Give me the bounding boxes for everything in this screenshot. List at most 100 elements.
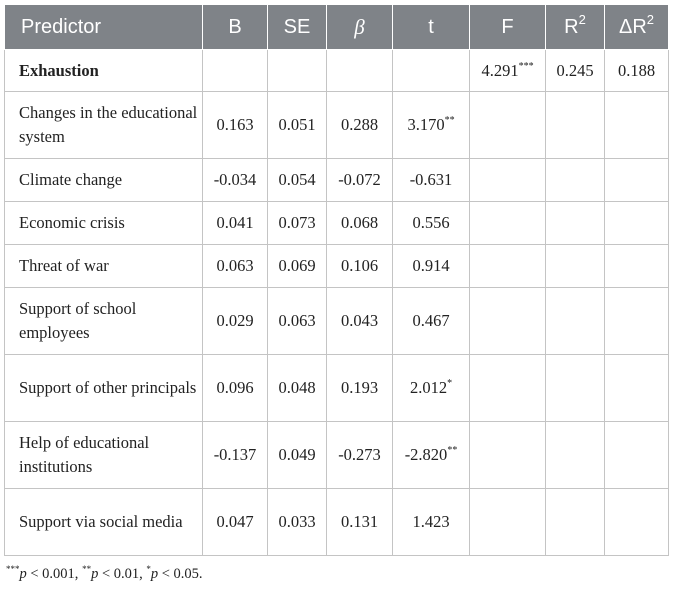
exhaustion-row: Exhaustion 4.291*** 0.245 0.188 <box>4 49 669 92</box>
r2-cell <box>545 354 605 422</box>
b-value: -0.137 <box>202 421 268 489</box>
footnote-text-1: < 0.001, <box>26 566 83 582</box>
r2-cell <box>545 158 605 202</box>
header-r2: R2 <box>545 4 605 50</box>
t-significance: ** <box>444 115 455 126</box>
regression-table: Predictor B SE β t F R2 ΔR2 Exhaustion 4… <box>4 4 669 556</box>
exhaustion-beta-cell <box>326 49 393 92</box>
t-value: 0.467 <box>412 311 450 330</box>
delta-r2-cell <box>604 488 669 556</box>
beta-value: 0.193 <box>326 354 393 422</box>
predictor-row: Help of educational institutions -0.137 0.… <box>4 421 669 489</box>
b-value: 0.041 <box>202 201 268 245</box>
f-cell <box>469 421 546 489</box>
b-value: 0.096 <box>202 354 268 422</box>
b-value: -0.034 <box>202 158 268 202</box>
predictor-label: Climate change <box>4 158 203 202</box>
exhaustion-delta-r2-cell: 0.188 <box>604 49 669 92</box>
header-t: t <box>392 4 470 50</box>
footnote-text-2: < 0.01, <box>98 566 147 582</box>
f-cell <box>469 488 546 556</box>
header-delta-r2: ΔR2 <box>604 4 669 50</box>
footnote-p-3: p <box>150 566 159 582</box>
footnote-text-3: < 0.05. <box>158 566 203 582</box>
r2-cell <box>545 201 605 245</box>
predictor-row: Support of school employees 0.029 0.063 0.0… <box>4 287 669 355</box>
delta-r2-cell <box>604 201 669 245</box>
t-value-cell: 3.170** <box>392 91 470 159</box>
footnote-stars-2: ** <box>82 564 92 574</box>
predictor-label: Economic crisis <box>4 201 203 245</box>
t-value: 0.556 <box>412 213 450 232</box>
t-value-cell: -2.820** <box>392 421 470 489</box>
se-value: 0.051 <box>267 91 327 159</box>
delta-r2-cell <box>604 354 669 422</box>
beta-value: 0.068 <box>326 201 393 245</box>
footnote-p-1: p <box>19 566 27 582</box>
footnote-p-2: p <box>91 566 99 582</box>
delta-r2-cell <box>604 158 669 202</box>
exhaustion-f-significance: *** <box>518 60 534 72</box>
significance-footnote: ***p < 0.001, **p < 0.01, *p < 0.05. <box>6 564 203 583</box>
predictor-row: Support via social media 0.047 0.033 0.131 1… <box>4 488 669 556</box>
f-cell <box>469 158 546 202</box>
exhaustion-r2-cell: 0.245 <box>545 49 605 92</box>
f-cell <box>469 354 546 422</box>
se-value: 0.069 <box>267 244 327 288</box>
b-value: 0.063 <box>202 244 268 288</box>
header-r2-base: R <box>564 15 579 38</box>
t-value-cell: 2.012* <box>392 354 470 422</box>
delta-r2-cell <box>604 244 669 288</box>
predictor-label: Threat of war <box>4 244 203 288</box>
header-predictor: Predictor <box>4 4 203 50</box>
predictor-label: Changes in the educational system <box>4 91 203 159</box>
header-beta: β <box>326 4 393 50</box>
footnote-stars-1: *** <box>6 564 20 574</box>
r2-cell <box>545 421 605 489</box>
t-value: 1.423 <box>412 512 450 531</box>
t-value-cell: 0.914 <box>392 244 470 288</box>
predictor-label: Help of educational institutions <box>4 421 203 489</box>
f-cell <box>469 244 546 288</box>
predictor-label: Support via social media <box>4 488 203 556</box>
se-value: 0.054 <box>267 158 327 202</box>
beta-value: 0.043 <box>326 287 393 355</box>
t-value: -0.631 <box>409 170 453 189</box>
se-value: 0.033 <box>267 488 327 556</box>
footnote-stars-3: * <box>146 564 151 574</box>
beta-value: 0.131 <box>326 488 393 556</box>
predictor-label: Support of school employees <box>4 287 203 355</box>
t-value: 0.914 <box>412 256 450 275</box>
exhaustion-t-cell <box>392 49 470 92</box>
beta-value: 0.106 <box>326 244 393 288</box>
r2-cell <box>545 488 605 556</box>
predictor-row: Climate change -0.034 0.054 -0.072 -0.631 <box>4 158 669 202</box>
predictor-row: Economic crisis 0.041 0.073 0.068 0.556 <box>4 201 669 245</box>
t-significance: * <box>447 378 453 389</box>
f-cell <box>469 91 546 159</box>
predictor-label: Support of other principals <box>4 354 203 422</box>
header-delta-r2-sup: 2 <box>646 11 655 27</box>
b-value: 0.163 <box>202 91 268 159</box>
t-significance: ** <box>447 445 458 456</box>
header-delta-r2-base: ΔR <box>618 15 647 38</box>
r2-cell <box>545 287 605 355</box>
t-value: 3.170 <box>407 115 445 134</box>
beta-value: -0.072 <box>326 158 393 202</box>
predictor-row: Threat of war 0.063 0.069 0.106 0.914 <box>4 244 669 288</box>
delta-r2-cell <box>604 91 669 159</box>
f-cell <box>469 201 546 245</box>
t-value: -2.820 <box>404 445 448 464</box>
r2-cell <box>545 91 605 159</box>
predictor-row: Support of other principals 0.096 0.048 0.1… <box>4 354 669 422</box>
exhaustion-f-value: 4.291 <box>481 60 519 80</box>
beta-value: -0.273 <box>326 421 393 489</box>
exhaustion-f-cell: 4.291*** <box>469 49 546 92</box>
se-value: 0.063 <box>267 287 327 355</box>
beta-value: 0.288 <box>326 91 393 159</box>
header-r2-sup: 2 <box>578 11 586 27</box>
header-beta-symbol: β <box>354 14 365 39</box>
predictor-row: Changes in the educational system 0.163 0.… <box>4 91 669 159</box>
t-value-cell: 0.556 <box>392 201 470 245</box>
t-value: 2.012 <box>409 378 448 397</box>
